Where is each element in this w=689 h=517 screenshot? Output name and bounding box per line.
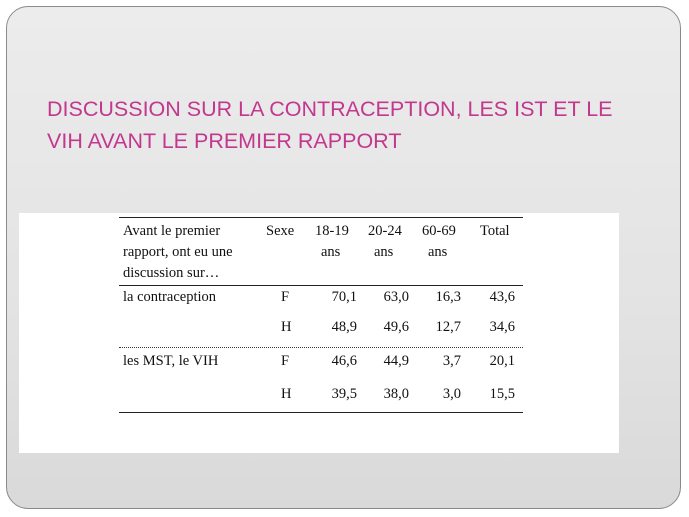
header-row-label-line-3: discussion sur… [123, 265, 220, 281]
row-value-60-69: 3,7 [442, 353, 461, 369]
header-row-label-line-1: Avant le premier [123, 223, 221, 239]
row-value-60-69: 16,3 [435, 289, 461, 305]
row-value-18-19: 39,5 [331, 386, 357, 402]
header-age-20-24: 20-24 [368, 223, 402, 239]
header-bottom-rule [119, 285, 523, 286]
row-sexe: H [281, 319, 292, 335]
row-value-total: 15,5 [489, 386, 515, 402]
row-topic: les MST, le VIH [123, 353, 219, 369]
header-sexe: Sexe [266, 223, 295, 239]
header-row-label-line-2: rapport, ont eu une [123, 244, 233, 260]
row-value-total: 34,6 [489, 319, 515, 335]
slide-title-line-1: DISCUSSION SUR LA CONTRACEPTION, LES IST… [47, 97, 613, 121]
row-value-60-69: 12,7 [435, 319, 461, 335]
header-age-18-19: 18-19 [315, 223, 349, 239]
header-total: Total [480, 223, 510, 239]
table-top-rule [119, 217, 523, 218]
slide-title-line-2: VIH AVANT LE PREMIER RAPPORT [47, 129, 402, 153]
row-value-total: 43,6 [489, 289, 515, 305]
table-bottom-rule [119, 412, 523, 413]
row-value-60-69: 3,0 [442, 386, 461, 402]
row-sexe: F [281, 289, 290, 305]
row-value-20-24: 49,6 [383, 319, 409, 335]
slide-title: DISCUSSION SUR LA CONTRACEPTION, LES IST… [47, 93, 647, 157]
data-table: Avant le premier rapport, ont eu une dis… [19, 213, 619, 453]
section-separator [119, 347, 523, 348]
row-topic: la contraception [123, 289, 216, 305]
header-age-18-19-unit: ans [321, 244, 341, 260]
row-value-18-19: 48,9 [331, 319, 357, 335]
row-sexe: F [281, 353, 290, 369]
row-value-20-24: 38,0 [383, 386, 409, 402]
row-value-18-19: 46,6 [331, 353, 357, 369]
header-age-60-69-unit: ans [428, 244, 448, 260]
row-value-18-19: 70,1 [331, 289, 357, 305]
row-sexe: H [281, 386, 292, 402]
row-value-20-24: 63,0 [383, 289, 409, 305]
row-value-20-24: 44,9 [383, 353, 409, 369]
row-value-total: 20,1 [489, 353, 515, 369]
header-age-20-24-unit: ans [374, 244, 394, 260]
header-age-60-69: 60-69 [422, 223, 456, 239]
